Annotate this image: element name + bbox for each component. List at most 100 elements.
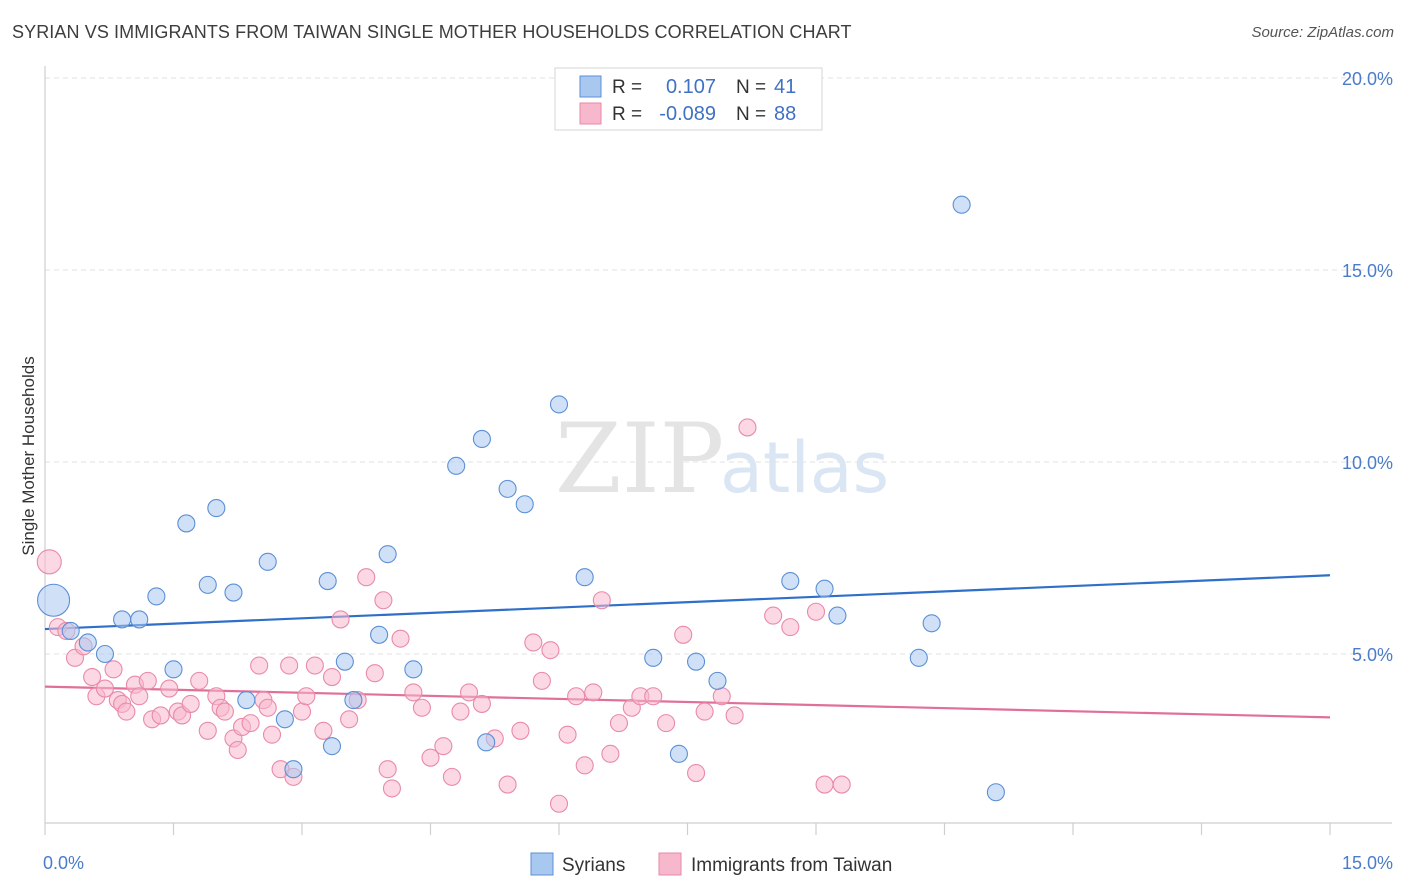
legend-syrians-n-value: 41 — [774, 76, 796, 98]
point-syrians — [318, 571, 337, 591]
point-taiwan — [567, 687, 586, 706]
point-taiwan — [421, 748, 440, 767]
point-taiwan — [215, 702, 234, 721]
point-taiwan — [558, 725, 577, 744]
point-taiwan — [181, 694, 200, 713]
point-taiwan — [815, 775, 834, 794]
point-taiwan — [117, 702, 136, 721]
point-taiwan — [138, 671, 157, 690]
point-syrians — [37, 583, 71, 617]
watermark: ZIP atlas — [555, 403, 889, 515]
point-syrians — [815, 579, 834, 598]
point-taiwan — [190, 671, 209, 690]
point-syrians — [164, 660, 183, 679]
point-syrians — [986, 783, 1005, 802]
point-taiwan — [130, 687, 149, 706]
point-taiwan — [472, 694, 491, 713]
point-taiwan — [262, 725, 282, 744]
point-taiwan — [297, 687, 316, 706]
point-taiwan — [36, 549, 62, 575]
legend-series-swatch-syrians — [530, 852, 554, 876]
point-taiwan — [601, 744, 620, 763]
legend-syrians-n-label: N = — [736, 77, 766, 98]
point-taiwan — [592, 591, 611, 610]
point-taiwan — [541, 641, 560, 660]
point-taiwan — [160, 679, 179, 698]
point-taiwan — [712, 687, 731, 706]
y-tick-label: 5.0% — [1352, 645, 1393, 665]
tick-labels: 5.0% 10.0% 15.0% 20.0% 0.0% 15.0% — [43, 69, 1393, 873]
grid-lines — [45, 77, 1392, 655]
point-syrians — [370, 625, 389, 644]
point-taiwan — [391, 629, 410, 648]
legend-taiwan-r-value: -0.089 — [659, 103, 716, 125]
point-syrians — [284, 760, 303, 779]
point-taiwan — [575, 756, 594, 775]
point-syrians — [61, 621, 80, 641]
y-axis-title: Single Mother Households — [19, 356, 38, 555]
point-syrians — [575, 568, 594, 587]
point-taiwan — [584, 683, 603, 702]
point-syrians — [909, 648, 928, 667]
legend-syrians-r-label: R = — [612, 77, 642, 98]
point-syrians — [687, 652, 706, 671]
point-taiwan — [305, 656, 324, 675]
point-taiwan — [412, 698, 431, 717]
point-taiwan — [378, 760, 397, 779]
point-syrians — [669, 744, 688, 763]
point-syrians — [472, 429, 491, 449]
y-tick-label: 10.0% — [1342, 453, 1393, 473]
point-syrians — [344, 691, 363, 710]
point-taiwan — [498, 775, 517, 794]
point-taiwan — [738, 418, 757, 437]
point-syrians — [549, 395, 569, 414]
point-syrians — [78, 633, 97, 652]
point-syrians — [477, 733, 496, 752]
point-taiwan — [340, 710, 359, 729]
point-taiwan — [524, 633, 543, 652]
point-taiwan — [198, 721, 217, 740]
legend-series-label-syrians: Syrians — [562, 855, 625, 876]
point-syrians — [447, 456, 466, 475]
chart-source: Source: ZipAtlas.com — [1251, 24, 1394, 41]
point-taiwan — [314, 721, 333, 740]
point-syrians — [922, 614, 941, 633]
trend-line-syrians — [44, 574, 1331, 631]
watermark-atlas: atlas — [720, 427, 889, 509]
point-taiwan — [258, 698, 277, 717]
data-points — [36, 195, 1005, 813]
legend-taiwan-n-label: N = — [736, 104, 766, 125]
legend-series: Syrians Immigrants from Taiwan — [530, 852, 892, 876]
point-taiwan — [250, 656, 269, 675]
point-taiwan — [532, 671, 551, 690]
point-taiwan — [357, 568, 376, 587]
point-taiwan — [241, 714, 260, 733]
point-taiwan — [832, 775, 851, 794]
trend-lines — [44, 574, 1331, 719]
point-taiwan — [609, 714, 629, 733]
y-tick-label: 15.0% — [1342, 261, 1393, 281]
point-taiwan — [83, 667, 102, 687]
point-taiwan — [331, 610, 350, 629]
point-taiwan — [382, 779, 402, 798]
point-syrians — [224, 583, 243, 602]
point-taiwan — [434, 737, 453, 756]
point-syrians — [404, 660, 423, 679]
trend-line-taiwan — [44, 685, 1331, 719]
point-syrians — [498, 479, 517, 498]
point-syrians — [322, 737, 342, 756]
point-taiwan — [451, 702, 470, 721]
point-taiwan — [228, 740, 247, 760]
legend-series-label-taiwan: Immigrants from Taiwan — [691, 855, 892, 876]
point-taiwan — [644, 687, 663, 706]
x-tick-label: 0.0% — [43, 853, 84, 873]
point-taiwan — [151, 706, 170, 725]
point-syrians — [258, 552, 277, 571]
point-syrians — [207, 499, 226, 518]
point-taiwan — [280, 656, 299, 675]
point-syrians — [237, 691, 256, 710]
legend-syrians-r-value: 0.107 — [666, 76, 716, 98]
y-tick-label: 20.0% — [1342, 69, 1393, 89]
point-syrians — [708, 671, 727, 690]
